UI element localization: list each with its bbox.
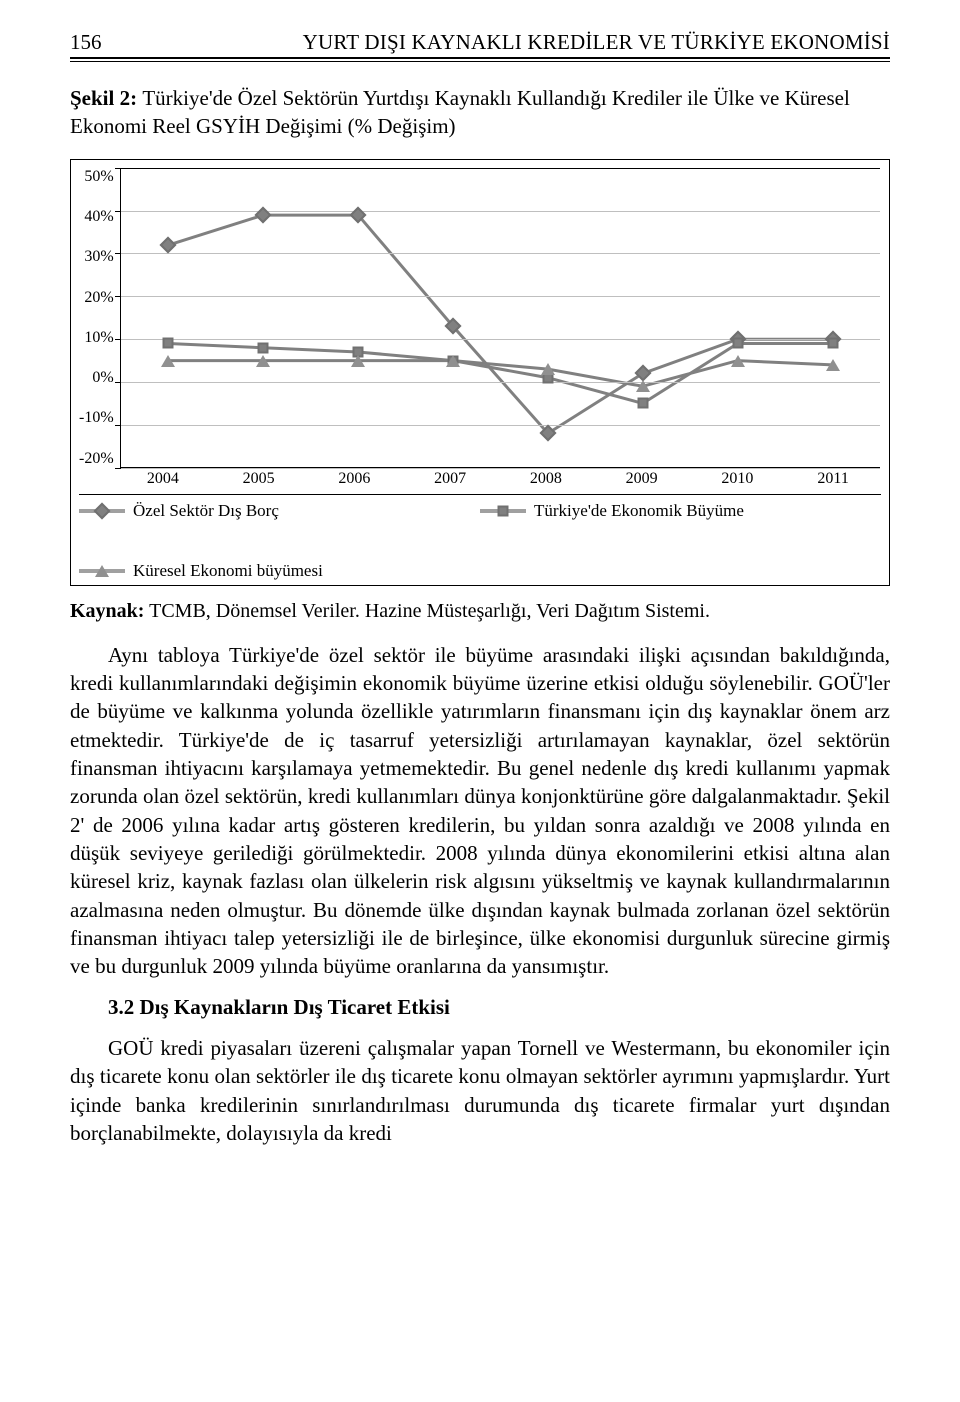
y-tick: [115, 211, 121, 212]
x-tick-label: 2011: [785, 470, 881, 488]
x-tick-label: 2005: [211, 470, 307, 488]
y-tick-label: 50%: [79, 168, 114, 186]
x-tick-label: 2010: [690, 470, 786, 488]
y-tick: [115, 382, 121, 383]
figure-caption: Şekil 2: Türkiye'de Özel Sektörün Yurtdı…: [70, 84, 890, 141]
gridline-h: [121, 211, 880, 212]
x-tick-label: 2007: [402, 470, 498, 488]
data-marker: [828, 338, 839, 349]
source-text: TCMB, Dönemsel Veriler. Hazine Müsteşarl…: [144, 600, 710, 622]
body-paragraph-2: GOÜ kredi piyasaları üzereni çalışmalar …: [70, 1034, 890, 1147]
y-tick: [115, 253, 121, 254]
legend-item-kuresel-buyume: Küresel Ekonomi büyümesi: [79, 561, 881, 581]
y-tick: [115, 296, 121, 297]
data-marker: [638, 398, 649, 409]
legend-swatch-triangle: [79, 569, 125, 573]
gridline-h: [121, 339, 880, 340]
y-tick: [115, 468, 121, 469]
legend-label-ozel-sektor: Özel Sektör Dış Borç: [133, 501, 279, 521]
x-tick-label: 2006: [307, 470, 403, 488]
data-marker: [163, 338, 174, 349]
gridline-h: [121, 468, 880, 469]
y-tick: [115, 339, 121, 340]
data-marker: [636, 380, 650, 392]
page-number: 156: [70, 30, 102, 55]
gridline-h: [121, 253, 880, 254]
data-marker: [446, 355, 460, 367]
running-title: YURT DIŞI KAYNAKLI KREDİLER VE TÜRKİYE E…: [303, 30, 890, 55]
chart-lines: [121, 168, 880, 468]
plot: [120, 168, 880, 468]
source-label: Kaynak:: [70, 600, 144, 622]
y-tick-label: -10%: [79, 409, 114, 427]
x-tick-label: 2004: [115, 470, 211, 488]
body-paragraph-1: Aynı tabloya Türkiye'de özel sektör ile …: [70, 641, 890, 981]
figure-caption-text: Türkiye'de Özel Sektörün Yurtdışı Kaynak…: [70, 86, 850, 138]
legend-swatch-diamond: [79, 509, 125, 513]
gridline-h: [121, 382, 880, 383]
legend-item-turkiye-buyume: Türkiye'de Ekonomik Büyüme: [480, 501, 881, 521]
legend-label-turkiye-buyume: Türkiye'de Ekonomik Büyüme: [534, 501, 744, 521]
gridline-h: [121, 296, 880, 297]
legend-swatch-square: [480, 509, 526, 513]
data-marker: [733, 338, 744, 349]
plot-area: 50% 40% 30% 20% 10% 0% -10% -20%: [79, 168, 881, 468]
gridline-h: [121, 168, 880, 169]
figure-caption-label: Şekil 2:: [70, 86, 137, 110]
y-axis-labels: 50% 40% 30% 20% 10% 0% -10% -20%: [79, 168, 120, 468]
x-tick-label: 2009: [594, 470, 690, 488]
y-tick-label: 10%: [79, 329, 114, 347]
legend-item-ozel-sektor: Özel Sektör Dış Borç: [79, 501, 480, 521]
data-marker: [351, 355, 365, 367]
x-tick-label: 2008: [498, 470, 594, 488]
y-tick: [115, 425, 121, 426]
chart-container: 50%40%30%20%10%0%-10%-20% 20042005200620…: [70, 159, 890, 586]
y-tick-label: 40%: [79, 208, 114, 226]
y-tick-label: 20%: [79, 289, 114, 307]
sub-heading: 3.2 Dış Kaynakların Dış Ticaret Etkisi: [70, 995, 890, 1020]
legend-label-kuresel-buyume: Küresel Ekonomi büyümesi: [133, 561, 323, 581]
x-axis-labels: 20042005200620072008200920102011: [115, 470, 881, 488]
data-marker: [256, 355, 270, 367]
y-tick-label: -20%: [79, 450, 114, 468]
data-marker: [258, 342, 269, 353]
y-tick: [115, 168, 121, 169]
header-separator: [70, 61, 890, 62]
page-header: 156 YURT DIŞI KAYNAKLI KREDİLER VE TÜRKİ…: [70, 30, 890, 59]
y-tick-label: 0%: [79, 369, 114, 387]
data-marker: [826, 359, 840, 371]
y-tick-label: 30%: [79, 248, 114, 266]
data-marker: [541, 363, 555, 375]
figure-source: Kaynak: TCMB, Dönemsel Veriler. Hazine M…: [70, 600, 890, 623]
legend: Özel Sektör Dış Borç Türkiye'de Ekonomik…: [79, 494, 881, 581]
data-marker: [731, 355, 745, 367]
data-marker: [161, 355, 175, 367]
gridline-h: [121, 425, 880, 426]
